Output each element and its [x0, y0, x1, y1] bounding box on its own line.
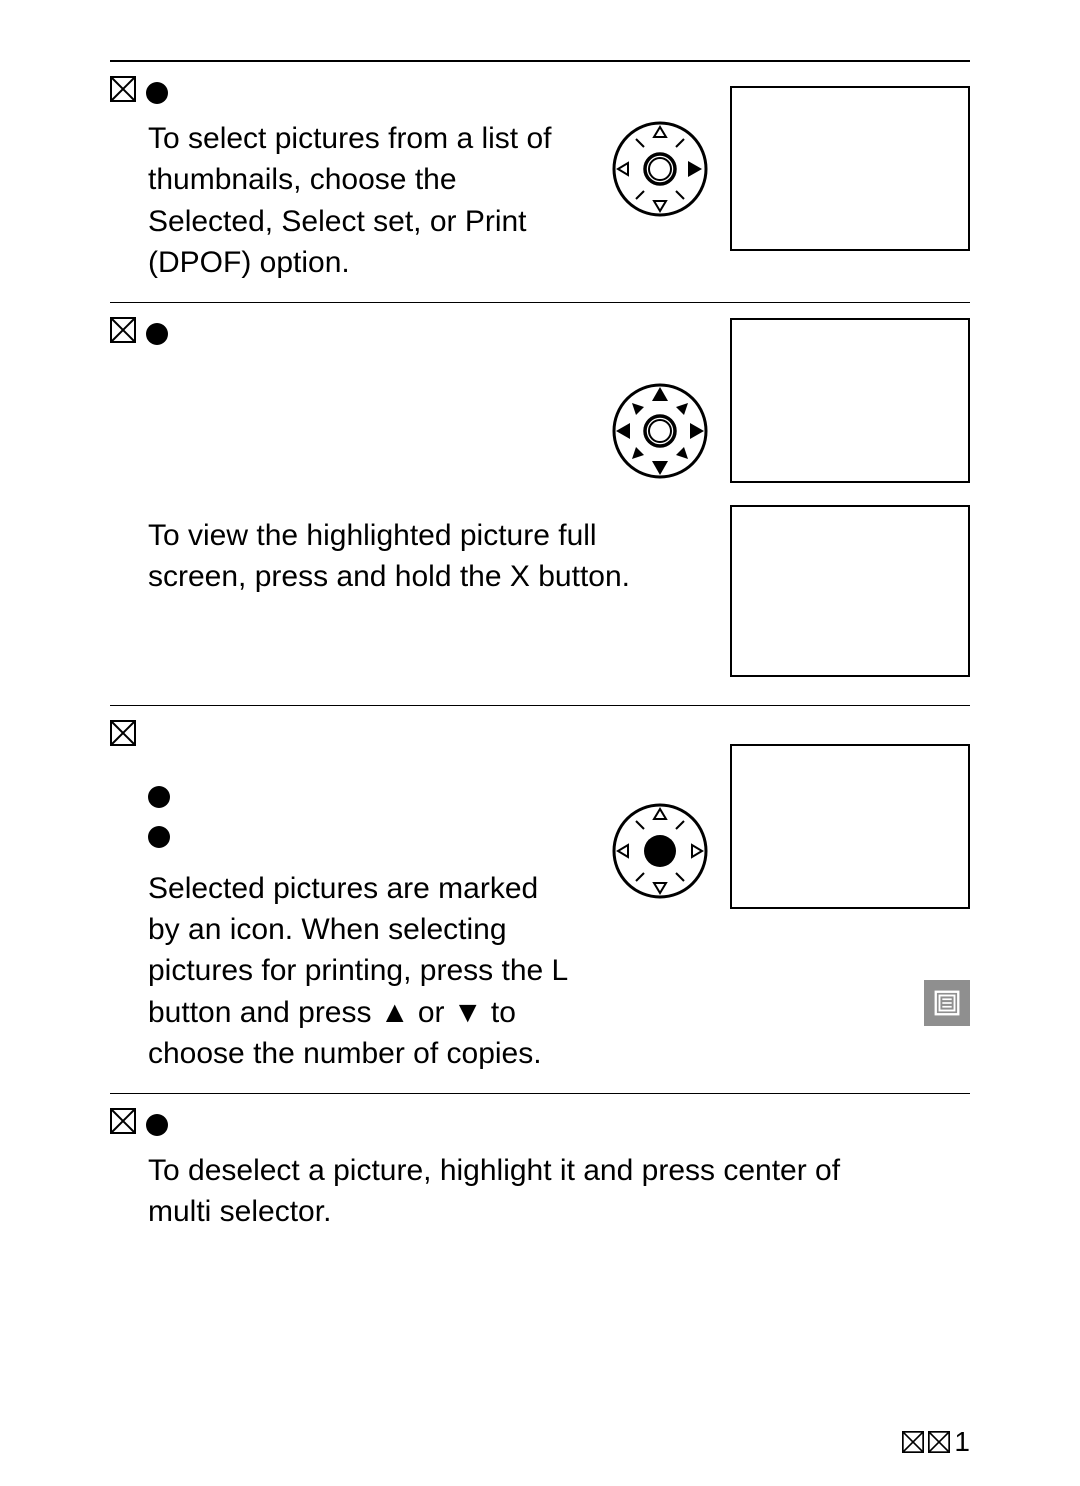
step-3-figures [606, 744, 970, 909]
step-marker-icon [110, 317, 136, 343]
step-bullet-icon [148, 786, 170, 808]
divider [110, 705, 970, 706]
step-1: To select pictures from a list of thumbn… [110, 76, 970, 284]
screen-placeholder [730, 505, 970, 677]
step-2-figures [606, 317, 970, 677]
step-2: To view the highlighted picture full scr… [110, 317, 970, 687]
step-3-text: Selected pictures are marked by an icon.… [148, 868, 568, 1075]
multi-selector-right-icon [606, 115, 714, 223]
page-number-value: 1 [954, 1426, 970, 1458]
manual-page: To select pictures from a list of thumbn… [0, 0, 1080, 1486]
step-bullet-icon [146, 82, 168, 104]
step-3: Selected pictures are marked by an icon.… [110, 720, 970, 1075]
step-bullet-icon [148, 826, 170, 848]
multi-selector-all-icon [606, 377, 714, 485]
step-1-text: To select pictures from a list of thumbn… [148, 118, 588, 284]
screen-placeholder [730, 318, 970, 483]
step-2-text: To view the highlighted picture full scr… [148, 515, 648, 598]
step-marker-icon [110, 720, 136, 746]
divider [110, 302, 970, 303]
step-1-figures [606, 76, 970, 251]
multi-selector-center-icon [606, 797, 714, 905]
step-marker-icon [110, 76, 136, 102]
step-bullet-icon [146, 1114, 168, 1136]
screen-placeholder [730, 86, 970, 251]
top-rule [110, 60, 970, 62]
screen-placeholder [730, 744, 970, 909]
step-4-text: To deselect a picture, highlight it and … [148, 1150, 868, 1233]
divider [110, 1093, 970, 1094]
page-number: 1 [902, 1426, 970, 1458]
playback-tab-icon [924, 980, 970, 1026]
step-bullet-icon [146, 323, 168, 345]
step-4: To deselect a picture, highlight it and … [110, 1108, 970, 1233]
step-marker-icon [110, 1108, 136, 1134]
